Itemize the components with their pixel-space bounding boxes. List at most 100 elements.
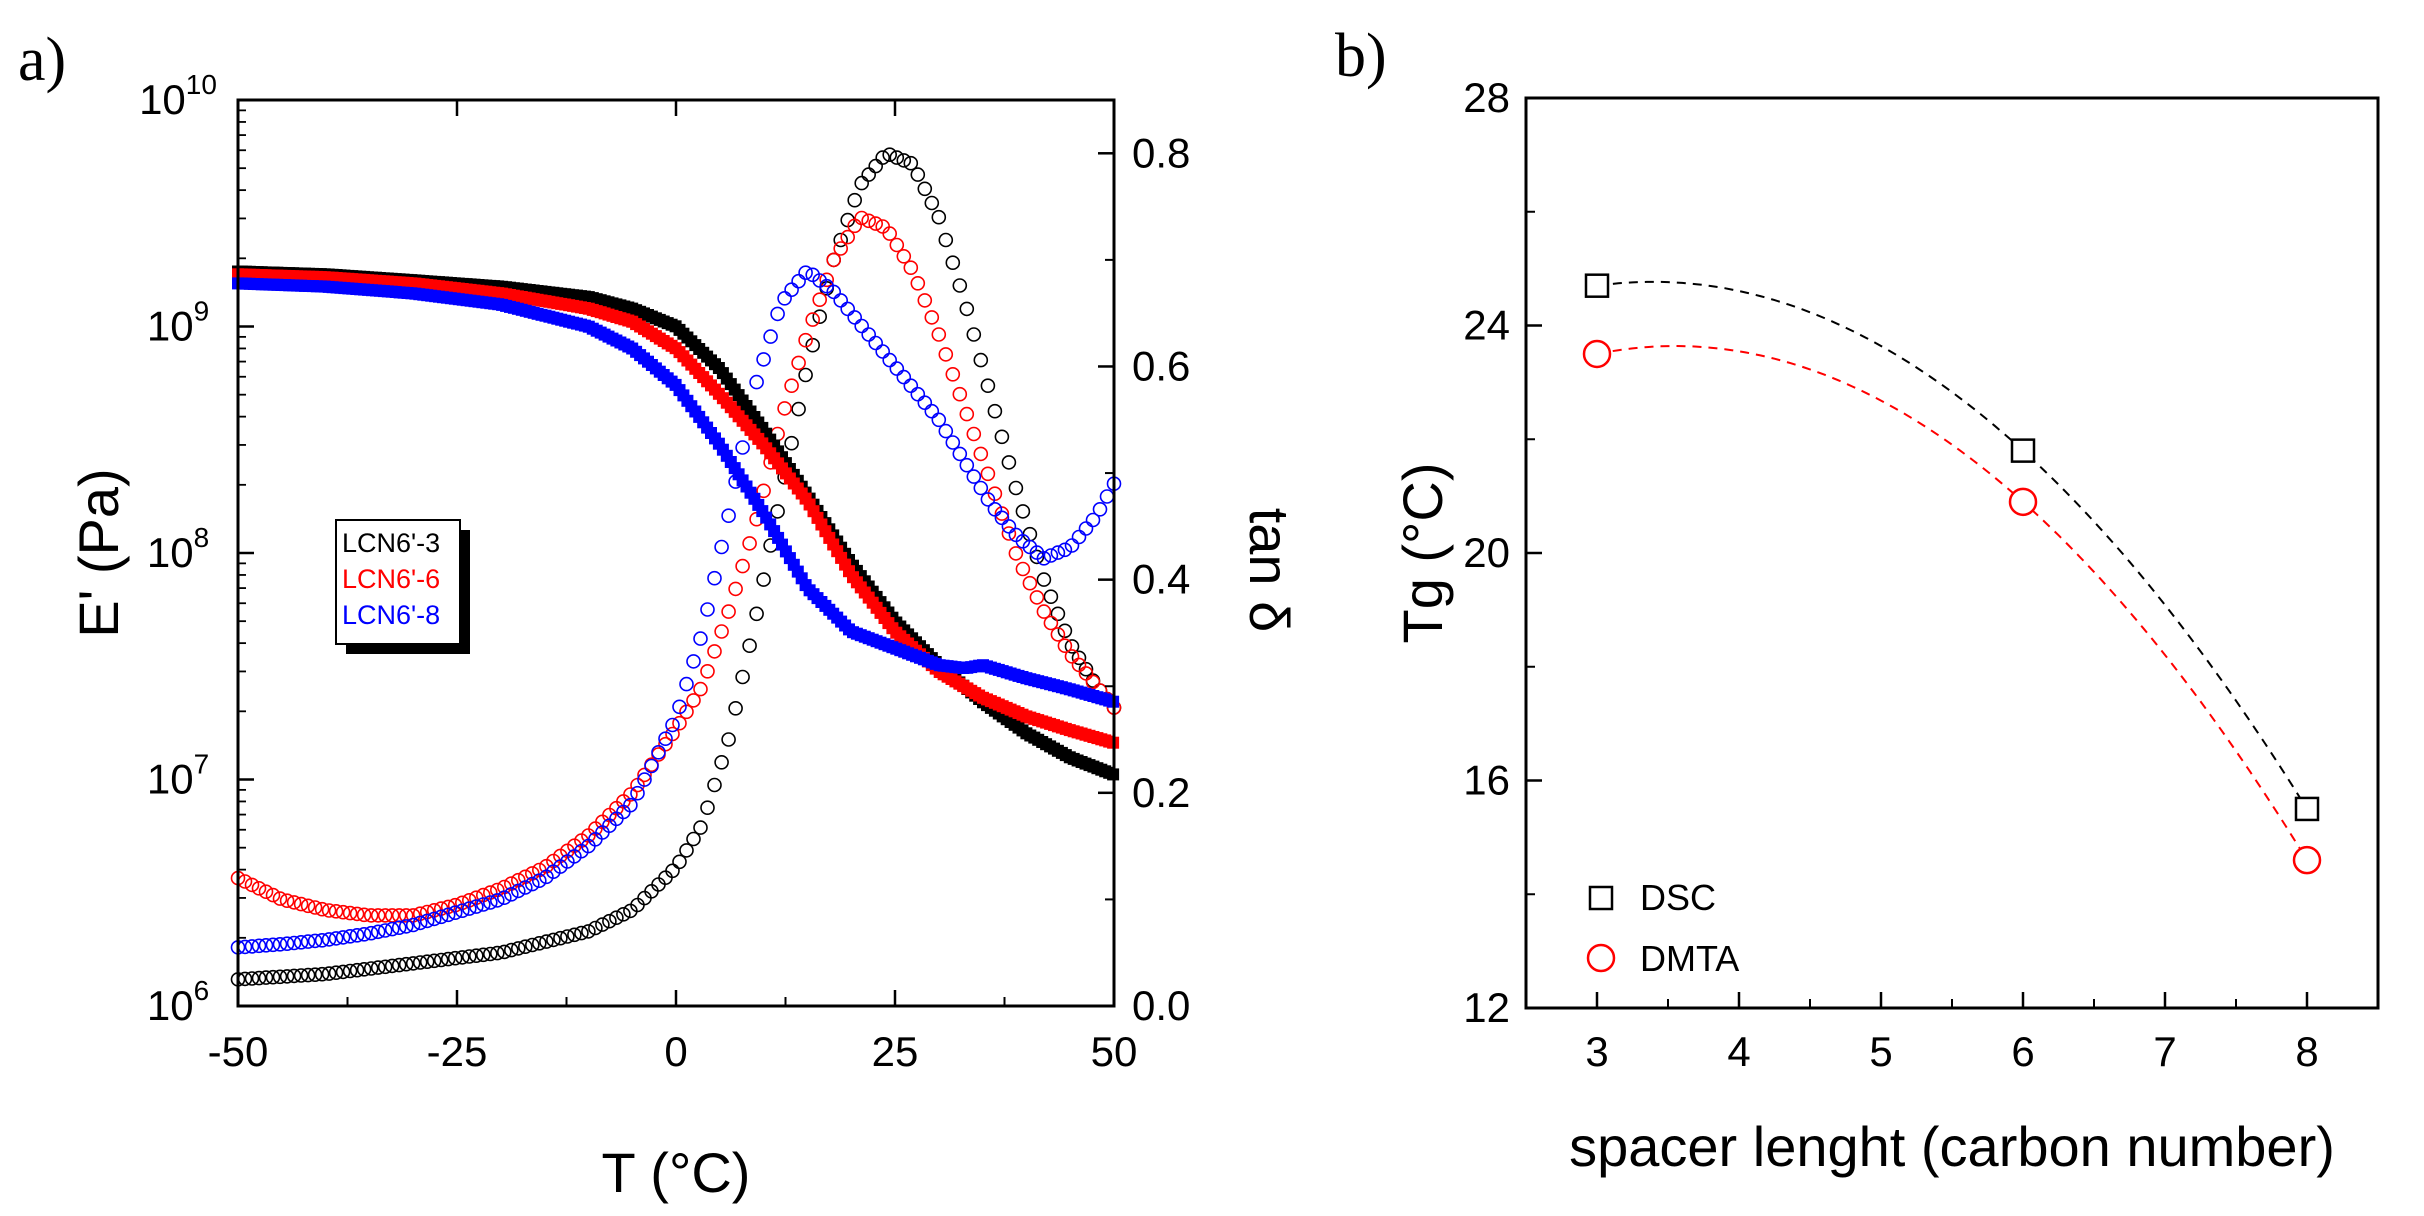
tan-delta-point — [973, 352, 989, 368]
tan-delta-point — [679, 676, 694, 692]
tan-delta-point — [868, 216, 884, 231]
tan-delta-point — [553, 930, 568, 946]
tan-delta-point — [924, 310, 940, 325]
tan-delta-point — [461, 949, 477, 964]
tan-delta-point — [756, 572, 771, 587]
tan-delta-point — [994, 429, 1010, 445]
tan-delta-point — [840, 229, 856, 245]
tan-delta-point — [903, 378, 919, 394]
tan-delta-point — [959, 457, 975, 473]
tan-delta-point — [714, 624, 729, 639]
tan-delta-point — [924, 195, 940, 211]
tan-delta-point — [1043, 589, 1059, 605]
tan-delta-point — [952, 446, 968, 462]
tan-delta-point — [475, 947, 491, 963]
y-tick-label: 107 — [147, 749, 209, 803]
tan-delta-point — [721, 732, 736, 747]
panel-b-label: b) — [1335, 22, 1387, 90]
tan-delta-point — [370, 960, 386, 975]
tan-delta-point — [763, 329, 778, 344]
tan-delta-point — [405, 917, 421, 933]
tan-delta-point — [714, 754, 729, 770]
tan-delta-point — [938, 347, 954, 362]
tan-delta-point — [910, 386, 926, 402]
y2-tick-label: 0.6 — [1132, 342, 1190, 389]
tan-delta-point — [1057, 638, 1073, 654]
tan-delta-point — [791, 401, 806, 417]
tan-delta-point — [300, 934, 316, 949]
tan-delta-point — [447, 905, 463, 921]
tan-delta-point — [1008, 546, 1024, 561]
panel-a-y2-ticks: 0.0 0.2 0.4 0.6 0.8 — [1098, 129, 1190, 1029]
legend-b-dmta-label: DMTA — [1640, 938, 1739, 979]
tan-delta-point — [945, 255, 961, 271]
tan-delta-point — [770, 504, 785, 519]
tan-delta-point — [468, 948, 484, 964]
tan-delta-point — [707, 777, 722, 793]
tan-delta-point — [377, 959, 393, 975]
panel-a-x-ticks: -50 -25 0 25 50 — [208, 100, 1137, 1075]
tan-delta-point — [980, 492, 996, 507]
tan-delta-point — [1043, 615, 1059, 631]
tan-delta-point — [910, 167, 926, 182]
tan-delta-point — [265, 937, 281, 953]
tan-delta-point — [293, 968, 309, 983]
y-tick-label: 1010 — [139, 69, 217, 123]
tan-delta-point — [665, 717, 680, 733]
tan-delta-point — [924, 403, 940, 419]
tan-delta-point — [405, 956, 421, 971]
tan-delta-point — [1008, 480, 1024, 496]
tan-delta-point — [798, 265, 813, 281]
panel-b-legend: DSC DMTA — [1586, 877, 1739, 979]
tan-delta-point — [833, 293, 849, 308]
tan-delta-point — [496, 944, 512, 960]
tan-delta-point — [300, 898, 316, 914]
tan-delta-point — [398, 908, 414, 923]
tan-delta-point — [489, 893, 505, 908]
x-tick-label: 3 — [1585, 1028, 1608, 1075]
tan-delta-point — [966, 469, 982, 484]
tan-delta-point — [952, 386, 968, 402]
tan-delta-point — [1015, 561, 1031, 577]
x-tick-label: -50 — [208, 1028, 269, 1075]
tan-delta-point — [377, 908, 393, 923]
tan-delta-point — [896, 153, 912, 168]
tan-delta-point — [833, 232, 849, 248]
tan-delta-point — [426, 911, 442, 927]
tan-delta-point — [875, 150, 891, 165]
panel-a-legend: LCN6'-3 LCN6'-6 LCN6'-8 — [335, 519, 470, 654]
tan-delta-point — [903, 155, 919, 171]
tan-delta-point — [959, 301, 975, 317]
tan-delta-point — [686, 693, 701, 708]
tan-delta-point — [335, 930, 351, 945]
tan-delta-point — [1043, 548, 1059, 563]
tan-delta-point — [672, 699, 687, 715]
tan-delta-point — [1078, 661, 1094, 677]
tan-delta-point — [328, 903, 344, 919]
tan-delta-point — [791, 273, 806, 289]
tan-delta-point — [959, 406, 975, 422]
tan-delta-point — [461, 901, 477, 916]
tan-delta-point — [952, 278, 968, 293]
storage-modulus-point — [760, 511, 773, 524]
tan-delta-point — [1057, 542, 1073, 558]
tan-delta-point — [1022, 575, 1038, 591]
tan-delta-point — [531, 873, 547, 889]
x-tick-label: 6 — [2011, 1028, 2034, 1075]
tan-delta-point — [363, 925, 379, 941]
x-tick-label: 0 — [664, 1028, 687, 1075]
tan-delta-point — [987, 403, 1003, 419]
tan-delta-point — [784, 435, 799, 451]
tan-delta-point — [1022, 526, 1038, 542]
tan-delta-point — [693, 631, 708, 646]
tan-delta-point — [567, 927, 582, 943]
tan-delta-point — [321, 903, 337, 918]
legend-b-dsc-marker — [1588, 885, 1614, 911]
tan-delta-point — [735, 669, 750, 685]
tan-delta-point — [742, 536, 757, 551]
tan-delta-point — [517, 939, 533, 955]
tan-delta-point — [286, 968, 302, 984]
tan-delta-point — [882, 226, 898, 241]
tan-delta-point — [1050, 627, 1066, 642]
panel-b-x-ticks: 3 4 5 6 7 8 — [1585, 992, 2319, 1075]
